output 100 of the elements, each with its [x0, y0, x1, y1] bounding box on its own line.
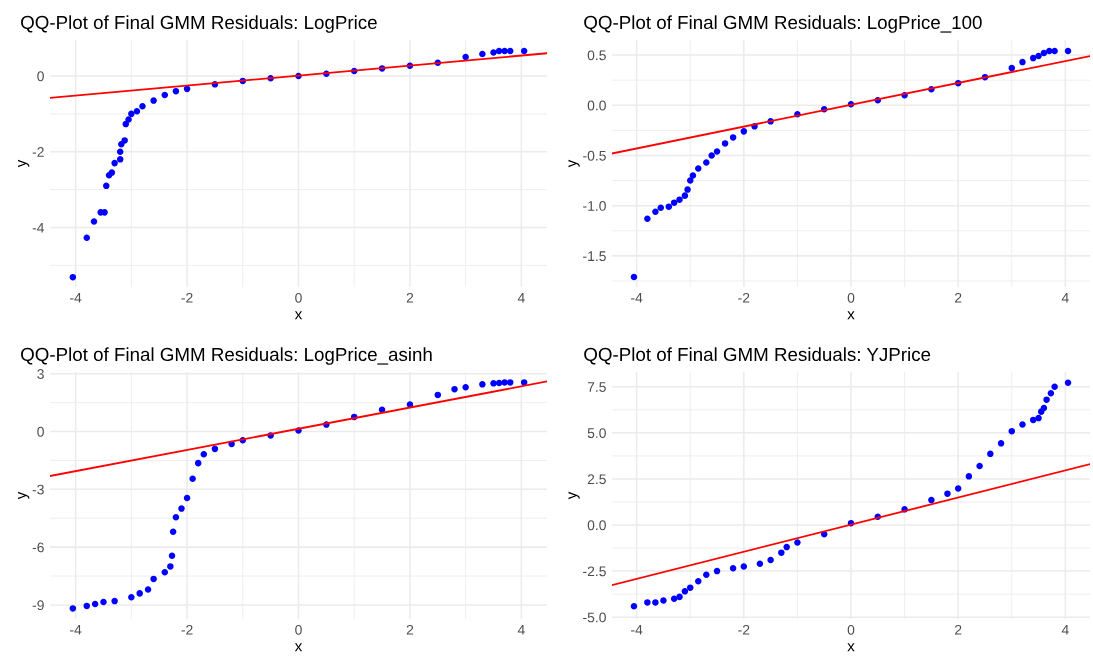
point — [128, 110, 135, 118]
x-tick-label: 4 — [1061, 293, 1069, 303]
point — [729, 565, 737, 572]
point — [495, 379, 503, 387]
point — [183, 494, 191, 502]
point — [783, 543, 790, 551]
point — [630, 273, 638, 281]
point — [495, 47, 503, 55]
y-tick-label: 0.0 — [587, 520, 606, 531]
y-tick-label: -1.0 — [583, 201, 606, 211]
y-tick-label: -2 — [32, 147, 44, 157]
point — [729, 134, 737, 141]
point — [740, 128, 748, 135]
point — [660, 597, 667, 604]
x-tick-label: -4 — [70, 293, 82, 303]
y-tick-label: 2.5 — [587, 474, 606, 485]
x-tick-label: 2 — [955, 292, 962, 303]
point — [1029, 416, 1037, 424]
chart-title: QQ-Plot of Final GMM Residuals: LogPrice_asinh — [21, 347, 432, 365]
y-tick-label: 5.0 — [587, 428, 606, 438]
x-axis-title: x — [294, 311, 303, 320]
point — [90, 218, 98, 225]
point — [670, 595, 678, 602]
point — [434, 391, 442, 399]
point — [652, 599, 659, 606]
x-axis-title: x — [294, 643, 303, 652]
point — [1008, 64, 1016, 72]
point — [1019, 421, 1026, 428]
x-tick-label: 0 — [847, 292, 855, 303]
y-tick-label: 0.0 — [587, 100, 606, 111]
y-tick-label: 3 — [37, 369, 44, 379]
point — [1051, 47, 1058, 55]
point — [506, 47, 514, 55]
point — [103, 182, 110, 190]
point — [644, 599, 651, 606]
point — [644, 215, 651, 222]
point — [200, 451, 208, 458]
point — [756, 560, 764, 567]
point — [676, 196, 683, 203]
point — [479, 381, 486, 388]
y-axis-title: y — [568, 491, 580, 500]
x-tick-label: 2 — [406, 624, 414, 635]
point — [506, 379, 514, 386]
y-tick-label: -2.5 — [583, 566, 606, 577]
point — [167, 563, 174, 570]
y-tick-label: -1.5 — [583, 251, 606, 262]
point — [1035, 414, 1042, 422]
x-axis-title: x — [847, 311, 855, 320]
x-tick-label: 0 — [847, 624, 855, 635]
point — [1043, 396, 1050, 403]
point — [686, 584, 694, 591]
x-tick-label: 4 — [517, 625, 525, 635]
point — [1008, 427, 1016, 435]
point — [695, 165, 702, 172]
point — [713, 567, 721, 575]
point — [125, 116, 132, 123]
point — [144, 586, 152, 593]
x-tick-label: 4 — [1061, 625, 1069, 635]
point — [652, 208, 659, 215]
point — [150, 97, 157, 104]
point — [111, 597, 118, 605]
point — [794, 539, 801, 546]
point — [713, 148, 721, 155]
point — [703, 571, 710, 579]
point — [136, 590, 143, 597]
y-tick-label: -3 — [32, 484, 44, 495]
chart-title: QQ-Plot of Final GMM Residuals: YJPrice — [584, 347, 931, 365]
point — [676, 593, 683, 601]
x-tick-label: 2 — [406, 292, 414, 303]
point — [178, 505, 185, 512]
point — [169, 528, 177, 535]
point — [1047, 389, 1055, 397]
point — [1029, 54, 1037, 62]
point — [83, 234, 91, 242]
point — [116, 148, 124, 156]
point — [69, 605, 77, 612]
x-tick-label: -4 — [70, 625, 82, 635]
x-axis-title: x — [847, 643, 855, 652]
y-tick-label: 7.5 — [587, 382, 606, 392]
x-tick-label: 0 — [295, 292, 302, 303]
point — [462, 53, 469, 61]
chart-title: QQ-Plot of Final GMM Residuals: LogPrice_100 — [584, 15, 982, 33]
point — [111, 159, 118, 167]
point — [91, 600, 99, 608]
point — [211, 445, 219, 453]
y-axis-title: y — [18, 491, 30, 500]
point — [116, 156, 124, 163]
point — [139, 103, 146, 110]
x-tick-label: 2 — [955, 624, 962, 635]
point — [1051, 383, 1058, 390]
point — [778, 549, 785, 556]
point — [168, 552, 176, 560]
x-tick-label: -2 — [738, 292, 750, 303]
point — [451, 385, 458, 393]
point — [944, 490, 951, 497]
y-axis-title: y — [18, 159, 30, 168]
point — [657, 204, 665, 211]
point — [1040, 404, 1048, 412]
point — [684, 186, 691, 193]
x-tick-label: 4 — [517, 293, 525, 303]
